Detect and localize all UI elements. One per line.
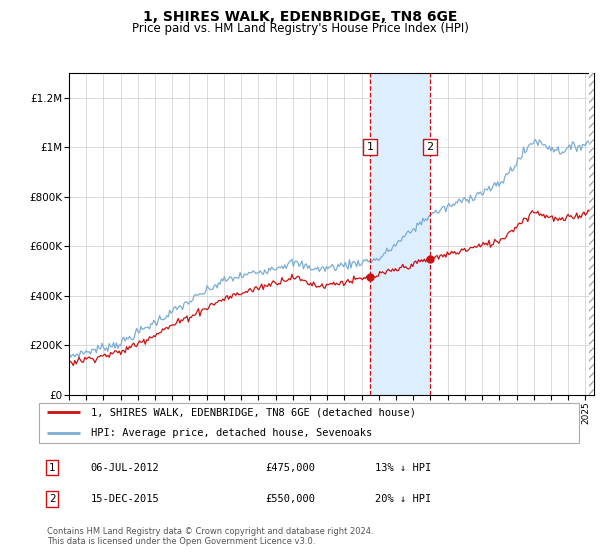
- Bar: [370, 73, 430, 395]
- Text: £475,000: £475,000: [265, 463, 316, 473]
- Text: 1: 1: [367, 142, 374, 152]
- Text: 1, SHIRES WALK, EDENBRIDGE, TN8 6GE (detached house): 1, SHIRES WALK, EDENBRIDGE, TN8 6GE (det…: [91, 408, 416, 418]
- Text: 2: 2: [49, 494, 56, 504]
- Bar: [589, 73, 596, 395]
- FancyBboxPatch shape: [39, 403, 579, 443]
- Text: 13% ↓ HPI: 13% ↓ HPI: [374, 463, 431, 473]
- Text: 2: 2: [426, 142, 433, 152]
- Text: 1, SHIRES WALK, EDENBRIDGE, TN8 6GE: 1, SHIRES WALK, EDENBRIDGE, TN8 6GE: [143, 10, 457, 24]
- Text: £550,000: £550,000: [265, 494, 316, 504]
- Text: 1: 1: [49, 463, 56, 473]
- Text: 06-JUL-2012: 06-JUL-2012: [91, 463, 160, 473]
- Text: Price paid vs. HM Land Registry's House Price Index (HPI): Price paid vs. HM Land Registry's House …: [131, 22, 469, 35]
- Text: 15-DEC-2015: 15-DEC-2015: [91, 494, 160, 504]
- Text: HPI: Average price, detached house, Sevenoaks: HPI: Average price, detached house, Seve…: [91, 428, 372, 438]
- Text: Contains HM Land Registry data © Crown copyright and database right 2024.
This d: Contains HM Land Registry data © Crown c…: [47, 526, 374, 546]
- Text: 20% ↓ HPI: 20% ↓ HPI: [374, 494, 431, 504]
